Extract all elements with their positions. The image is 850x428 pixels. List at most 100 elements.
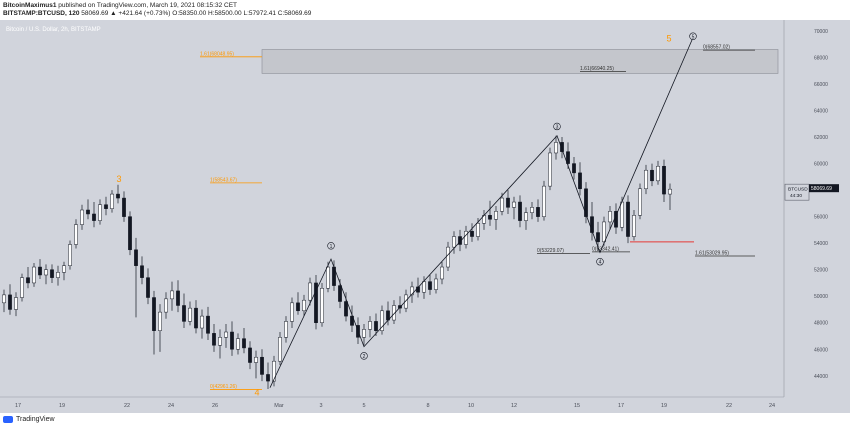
candle xyxy=(170,281,174,311)
candle xyxy=(44,264,48,285)
candle xyxy=(290,297,294,329)
y-tick-label: 52000 xyxy=(814,268,828,274)
wave-label-minor: 1 xyxy=(327,242,335,250)
candle xyxy=(62,261,66,281)
candle xyxy=(242,328,246,354)
candle xyxy=(32,263,36,287)
candle xyxy=(266,362,270,390)
x-tick-label: 24 xyxy=(168,403,174,409)
candle xyxy=(182,293,186,329)
x-tick-label: 5 xyxy=(362,403,365,409)
candle xyxy=(314,274,318,330)
chart-area[interactable]: Bitcoin / U.S. Dollar, 2h, BITSTAMP 1.61… xyxy=(0,20,850,413)
candle xyxy=(518,195,522,228)
candle xyxy=(524,207,528,230)
y-tick-label: 48000 xyxy=(814,321,828,327)
candle xyxy=(194,300,198,334)
svg-text:1: 1 xyxy=(330,244,333,250)
y-tick-label: 66000 xyxy=(814,82,828,88)
fib-level[interactable]: 1(58543.67) xyxy=(210,177,262,183)
wave-label-primary: 4 xyxy=(254,388,259,398)
symbol-ohlc: BITSTAMP:BTCUSD, 120 58069.69 ▲ +421.64 … xyxy=(3,10,311,17)
candle xyxy=(554,135,558,160)
fib-level[interactable]: 0(68557.02) xyxy=(703,45,755,51)
candle xyxy=(452,231,456,254)
symbol-tag: BTCUSD xyxy=(788,187,808,193)
x-tick-label: 22 xyxy=(726,403,732,409)
candle xyxy=(542,180,546,221)
candle xyxy=(434,273,438,294)
candle xyxy=(128,211,132,256)
publish-header: BitcoinMaximus1 published on TradingView… xyxy=(0,0,850,20)
candle xyxy=(92,202,96,228)
fib-level-label: 1.61(68048.95) xyxy=(200,51,234,57)
publish-info: BitcoinMaximus1 published on TradingView… xyxy=(3,2,237,9)
elliott-wave-path[interactable] xyxy=(269,37,694,388)
candle xyxy=(284,316,288,343)
fib-level-label: 1.61(66940.25) xyxy=(580,66,614,72)
y-tick-label: 60000 xyxy=(814,162,828,168)
candle xyxy=(152,290,156,355)
candle xyxy=(608,206,612,230)
candle xyxy=(392,300,396,325)
x-tick-label: 10 xyxy=(468,403,474,409)
candle xyxy=(140,256,144,285)
candle xyxy=(218,329,222,359)
y-tick-label: 44000 xyxy=(814,374,828,380)
x-tick-label: 15 xyxy=(574,403,580,409)
x-tick-label: 19 xyxy=(661,403,667,409)
fib-level[interactable]: 1.61(53029.95) xyxy=(695,251,755,257)
candle xyxy=(512,196,516,220)
candle xyxy=(440,261,444,285)
fib-level[interactable]: 1.61(66940.25) xyxy=(580,66,626,72)
candle xyxy=(116,184,120,204)
target-zone-box[interactable] xyxy=(261,49,779,74)
candle xyxy=(656,160,660,185)
candle xyxy=(26,267,30,289)
candle xyxy=(590,202,594,241)
candle xyxy=(164,292,168,319)
candle xyxy=(86,199,90,220)
candle xyxy=(260,349,264,382)
x-tick-label: 22 xyxy=(124,403,130,409)
candle xyxy=(548,147,552,191)
fib-level-label: 1.61(53029.95) xyxy=(695,251,729,257)
candle xyxy=(134,237,138,318)
candle xyxy=(224,324,228,348)
candle xyxy=(158,304,162,352)
y-tick-label: 70000 xyxy=(814,29,828,35)
candle xyxy=(374,313,378,336)
x-tick-label: 17 xyxy=(15,403,21,409)
chart-background xyxy=(0,20,850,413)
y-tick-label: 62000 xyxy=(814,135,828,141)
candle xyxy=(464,225,468,249)
candle xyxy=(20,273,24,302)
fib-level[interactable]: 0(42961.26) xyxy=(210,384,262,390)
author-name[interactable]: BitcoinMaximus1 xyxy=(3,2,57,9)
candle xyxy=(188,301,192,326)
price-chart[interactable]: Bitcoin / U.S. Dollar, 2h, BITSTAMP 1.61… xyxy=(0,20,850,413)
chart-title: Bitcoin / U.S. Dollar, 2h, BITSTAMP xyxy=(6,27,101,33)
wave-label-minor: 2 xyxy=(360,352,368,360)
x-tick-label: 3 xyxy=(319,403,322,409)
fib-level[interactable]: 0(53229.07) xyxy=(537,248,590,254)
candle xyxy=(272,355,276,387)
fib-level[interactable]: 1.61(68048.95) xyxy=(200,51,262,57)
candle xyxy=(254,350,258,379)
candle xyxy=(56,265,60,286)
svg-text:4: 4 xyxy=(599,260,602,266)
candle xyxy=(668,183,672,210)
footer: TradingView xyxy=(0,413,850,428)
y-tick-label: 46000 xyxy=(814,347,828,353)
fib-level-label: 0(42961.26) xyxy=(210,384,237,390)
candle xyxy=(122,191,126,222)
candle xyxy=(2,289,6,313)
candle xyxy=(308,277,312,306)
candle xyxy=(326,261,330,293)
fib-level[interactable]: 0(53342.41) xyxy=(592,246,630,252)
candle xyxy=(428,274,432,295)
y-tick-label: 56000 xyxy=(814,215,828,221)
candle xyxy=(302,294,306,317)
tradingview-logo[interactable]: TradingView xyxy=(3,416,55,423)
